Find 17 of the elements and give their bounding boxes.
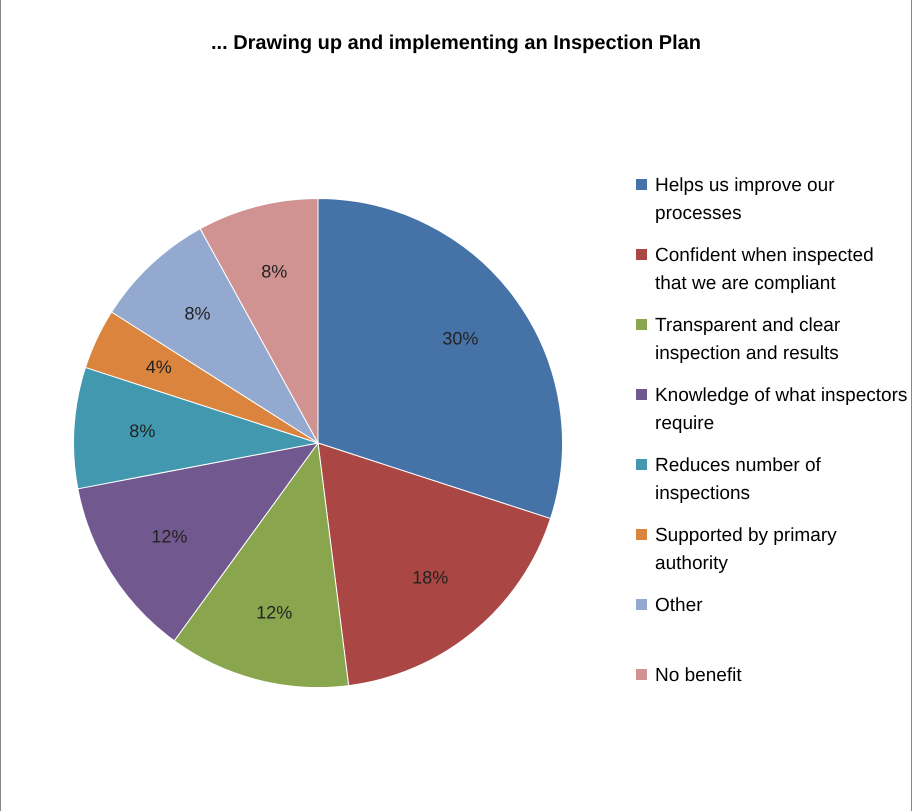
data-label: 8% bbox=[261, 261, 288, 282]
legend-label: No benefit bbox=[655, 664, 742, 688]
data-label: 8% bbox=[129, 420, 156, 441]
legend-label: Helps us improve our processes bbox=[655, 174, 836, 226]
legend-label: Confident when inspected that we are compliant bbox=[655, 244, 875, 296]
chart-title: ... Drawing up and implementing an Inspection Plan bbox=[210, 32, 702, 55]
data-label: 8% bbox=[184, 304, 210, 324]
legend-label: Supported by primary authority bbox=[655, 524, 838, 576]
data-label: 30% bbox=[442, 328, 478, 348]
data-label: 12% bbox=[151, 526, 188, 546]
data-label: 18% bbox=[412, 568, 448, 588]
data-label: 12% bbox=[256, 602, 292, 622]
legend-label: Reduces number of inspections bbox=[655, 454, 822, 506]
legend-label: Knowledge of what inspectors require bbox=[655, 384, 908, 436]
data-label: 4% bbox=[146, 357, 172, 378]
legend-label: Other bbox=[655, 594, 703, 618]
legend-label: Transparent and clear inspection and results bbox=[655, 314, 842, 366]
